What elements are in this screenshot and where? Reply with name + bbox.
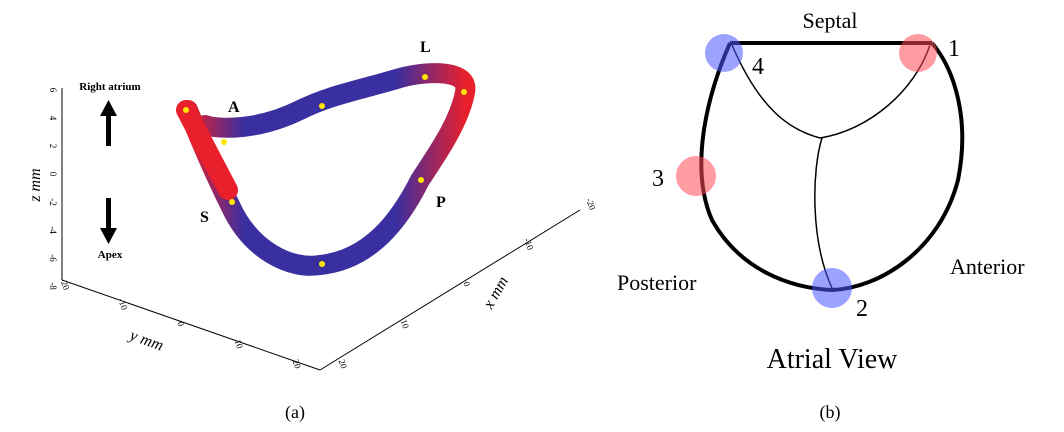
tick-label: -20 bbox=[584, 197, 598, 212]
tick-label: 2 bbox=[48, 144, 58, 149]
marker-label: 3 bbox=[652, 166, 664, 192]
x-axis-label: x mm bbox=[480, 274, 512, 313]
marker-label: 4 bbox=[752, 54, 764, 80]
point-label: S bbox=[200, 209, 209, 226]
tick-label: -20 bbox=[58, 277, 72, 292]
label-posterior: Posterior bbox=[617, 270, 697, 295]
label-apex: Apex bbox=[98, 249, 123, 261]
label-anterior: Anterior bbox=[950, 254, 1025, 279]
tick-label: 0 bbox=[461, 280, 472, 288]
marker-label: 1 bbox=[948, 36, 960, 62]
atrial-diagram bbox=[701, 43, 962, 290]
label-right-atrium: Right atrium bbox=[79, 81, 140, 93]
tick-label: -8 bbox=[48, 282, 58, 290]
tick-label: 10 bbox=[399, 318, 412, 330]
point-label: A bbox=[228, 99, 240, 116]
tick-label: -10 bbox=[116, 297, 130, 312]
tick-label: 6 bbox=[48, 88, 58, 93]
tick-label: 20 bbox=[337, 358, 350, 370]
axes-3d bbox=[62, 88, 580, 370]
figure: Right atrium Apex A L S P z mm y mm x mm… bbox=[0, 0, 1064, 432]
marker-label: 2 bbox=[856, 296, 868, 322]
tick-label: -2 bbox=[48, 198, 58, 206]
tick-label: 0 bbox=[175, 320, 186, 328]
tick-label: 4 bbox=[48, 116, 58, 121]
point-label: P bbox=[436, 194, 446, 211]
tick-label: 0 bbox=[48, 172, 58, 177]
tick-label: 20 bbox=[291, 358, 304, 370]
tick-label: -6 bbox=[48, 254, 58, 262]
arrows bbox=[100, 100, 117, 244]
diagram-title: Atrial View bbox=[767, 344, 899, 375]
label-septal: Septal bbox=[803, 8, 858, 33]
z-axis-label: z mm bbox=[27, 168, 44, 202]
point-label: L bbox=[420, 39, 431, 56]
y-axis-label: y mm bbox=[126, 326, 166, 354]
tick-label: -4 bbox=[48, 226, 58, 234]
tick-label: 10 bbox=[233, 338, 246, 350]
caption: (a) bbox=[285, 402, 305, 423]
caption: (b) bbox=[820, 402, 841, 423]
